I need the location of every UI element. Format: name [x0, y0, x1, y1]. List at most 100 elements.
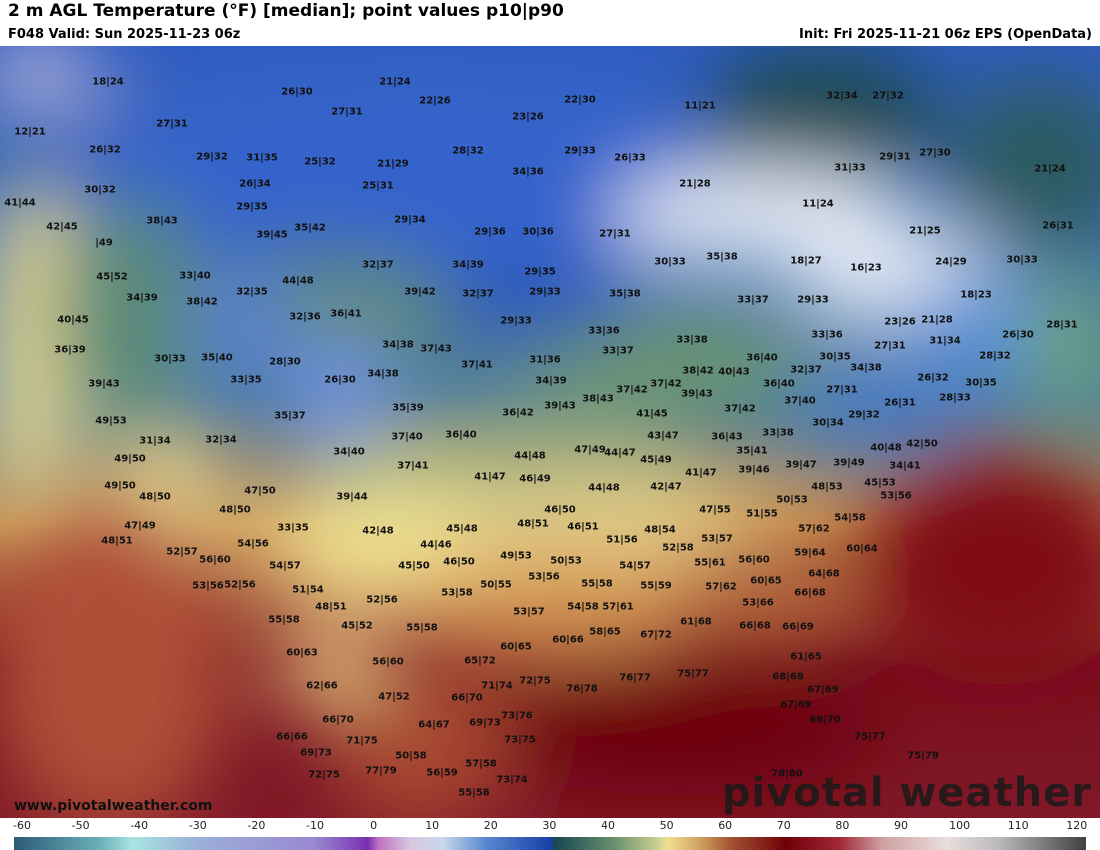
point-value: 16|23 [850, 262, 882, 274]
point-value: 21|24 [379, 76, 411, 88]
colorbar: -60 -50 -40 -30 -20 -10 0 10 20 30 40 50 60 70 80 90 100… [0, 818, 1100, 850]
point-value: 21|24 [1034, 163, 1066, 175]
point-value: 29|33 [500, 315, 532, 327]
point-value: 34|39 [126, 292, 158, 304]
point-value: 44|48 [282, 275, 314, 287]
point-value: 32|34 [826, 90, 858, 102]
point-value: 33|37 [602, 345, 634, 357]
point-value: 49|53 [95, 415, 127, 427]
point-value: 41|45 [636, 408, 668, 420]
point-value: 47|49 [124, 520, 156, 532]
point-value: 30|33 [154, 353, 186, 365]
point-value: 45|50 [398, 560, 430, 572]
point-value: 34|41 [889, 460, 921, 472]
point-value: 76|77 [619, 672, 651, 684]
map-title: 2 m AGL Temperature (°F) [median]; point… [8, 1, 564, 21]
point-value: 34|38 [850, 362, 882, 374]
point-value: 45|52 [341, 620, 373, 632]
colorbar-gradient [14, 837, 1086, 850]
point-value: 40|48 [870, 442, 902, 454]
point-value: 53|56 [192, 580, 224, 592]
point-value: 27|31 [826, 384, 858, 396]
point-value: 29|33 [564, 145, 596, 157]
point-value: 21|29 [377, 158, 409, 170]
point-value: 29|31 [879, 151, 911, 163]
point-value: 73|76 [501, 710, 533, 722]
point-value: 47|52 [378, 691, 410, 703]
point-value: 34|38 [382, 339, 414, 351]
point-value: 29|32 [196, 151, 228, 163]
point-value: 21|25 [909, 225, 941, 237]
point-value: 30|34 [812, 417, 844, 429]
point-value: 23|26 [884, 316, 916, 328]
point-value: 75|79 [907, 750, 939, 762]
point-value: 28|32 [452, 145, 484, 157]
point-value: 73|74 [496, 774, 528, 786]
point-value: 73|75 [504, 734, 536, 746]
point-value: 55|61 [694, 557, 726, 569]
temperature-map: 18|24 12|21 26|32 30|32 41|44 27|31 29|32 31|35… [0, 46, 1100, 818]
point-value: 38|42 [186, 296, 218, 308]
point-value: 38|43 [582, 393, 614, 405]
colorbar-tick: 110 [1007, 819, 1029, 832]
point-value: 50|55 [480, 579, 512, 591]
point-value: 41|47 [685, 467, 717, 479]
point-value: 57|62 [705, 581, 737, 593]
point-value: 32|36 [289, 311, 321, 323]
point-value: 27|31 [874, 340, 906, 352]
point-value: 48|51 [517, 518, 549, 530]
valid-time: F048 Valid: Sun 2025-11-23 06z [8, 27, 241, 42]
point-value: 52|56 [224, 579, 256, 591]
point-value: 56|60 [372, 656, 404, 668]
point-value: 34|40 [333, 446, 365, 458]
point-value: 28|30 [269, 356, 301, 368]
point-value: 66|68 [739, 620, 771, 632]
point-value: 41|44 [4, 197, 36, 209]
point-value: 46|50 [443, 556, 475, 568]
point-value: 27|32 [872, 90, 904, 102]
point-value: 39|46 [738, 464, 770, 476]
point-value: 54|58 [834, 512, 866, 524]
point-value: 69|73 [469, 717, 501, 729]
point-value: 39|43 [88, 378, 120, 390]
point-value: 26|31 [1042, 220, 1074, 232]
point-value: 54|57 [619, 560, 651, 572]
point-value: 33|38 [762, 427, 794, 439]
point-value: 52|58 [662, 542, 694, 554]
point-value: 45|49 [640, 454, 672, 466]
point-value: 46|49 [519, 473, 551, 485]
point-value: 57|58 [465, 758, 497, 770]
point-value: 11|21 [684, 100, 716, 112]
point-value: 26|30 [1002, 329, 1034, 341]
point-value: 26|32 [89, 144, 121, 156]
colorbar-tick: 100 [949, 819, 971, 832]
point-value: 45|48 [446, 523, 478, 535]
point-value: 31|34 [929, 335, 961, 347]
point-value: 56|59 [426, 767, 458, 779]
point-value: 52|56 [366, 594, 398, 606]
point-value: 26|33 [614, 152, 646, 164]
point-value: 29|33 [797, 294, 829, 306]
point-value: 35|42 [294, 222, 326, 234]
point-value: 48|50 [219, 504, 251, 516]
point-value: 29|35 [236, 201, 268, 213]
point-value: 47|55 [699, 504, 731, 516]
point-value: 60|63 [286, 647, 318, 659]
point-value: 52|57 [166, 546, 198, 558]
point-value: 25|32 [304, 156, 336, 168]
point-value: 68|68 [772, 671, 804, 683]
point-value: 27|31 [599, 228, 631, 240]
point-value: 35|41 [736, 445, 768, 457]
colorbar-tick: -50 [71, 819, 90, 832]
point-value: 75|77 [854, 731, 886, 743]
colorbar-tick: -10 [306, 819, 324, 832]
point-value: 40|45 [57, 314, 89, 326]
point-value: 45|53 [864, 477, 896, 489]
point-value: 72|75 [519, 675, 551, 687]
point-value: 53|58 [441, 587, 473, 599]
point-value: 29|35 [524, 266, 556, 278]
point-value: 51|55 [746, 508, 778, 520]
point-value: 71|75 [346, 735, 378, 747]
point-value: 47|49 [574, 444, 606, 456]
point-value: 24|29 [935, 256, 967, 268]
